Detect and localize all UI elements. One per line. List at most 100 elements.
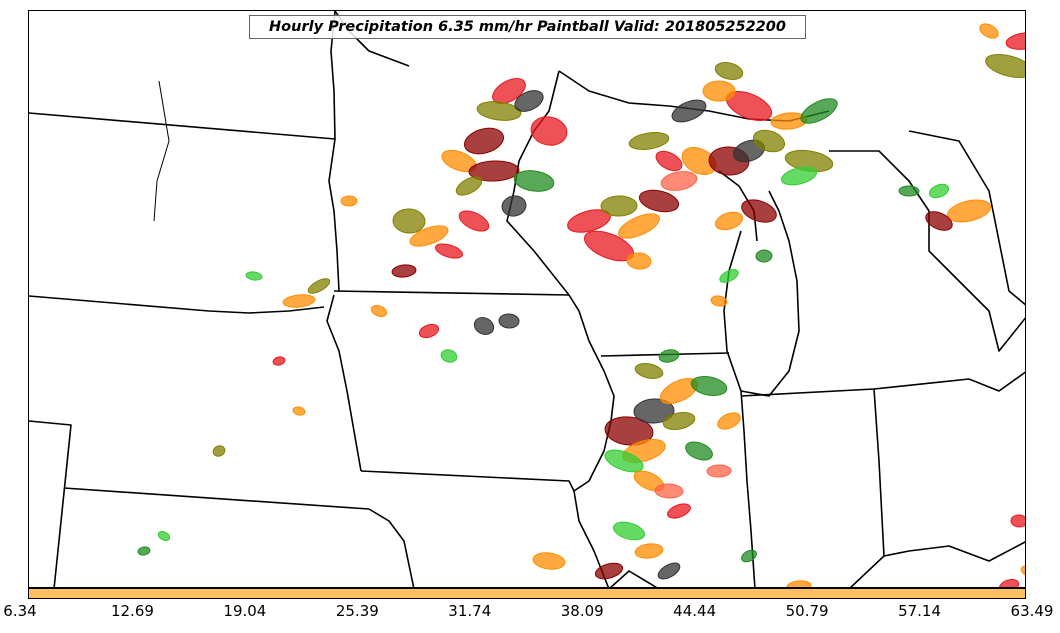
precip-blob [292,406,306,416]
precip-blob [786,580,812,587]
ks-mo-border [368,508,415,587]
map-title-text: Hourly Precipitation 6.35 mm/hr Paintbal… [269,19,786,35]
precip-blob [655,150,683,172]
in-oh-border [849,388,885,587]
precip-blob [476,101,522,121]
precip-blob [667,503,691,519]
colorbar-tick-label: 31.74 [448,602,492,620]
precip-blob [501,195,527,217]
map-area [28,10,1026,588]
precip-blob [157,531,171,541]
precip-blob [463,127,505,155]
mo-il-south [610,570,658,587]
precip-blob [706,464,732,478]
precip-blob [514,90,544,112]
precip-blob [780,166,818,186]
precip-blob [898,185,920,197]
lake-huron [829,150,1025,352]
precip-blob [633,398,675,424]
precip-blob [498,313,520,329]
precip-blob [600,195,638,217]
map-canvas [29,11,1025,587]
precip-blob [212,445,226,457]
precip-blob [800,98,838,124]
precip-blob [638,189,680,213]
mn-ia-border [333,290,570,296]
mi-south-border [740,378,970,397]
precip-blob [370,304,388,318]
precip-blob [532,552,566,570]
precip-blob [137,546,151,556]
co-border [29,420,72,587]
precip-blob [714,211,744,231]
nd-sd-border [29,112,336,140]
precip-blob [925,211,953,231]
precip-blob [272,356,286,366]
precip-blob [458,210,490,232]
precip-blob [741,549,757,563]
precip-blob [741,199,777,223]
precip-blob [755,249,773,263]
colorbar-tick-label: 44.44 [673,602,717,620]
colorbar [28,588,1026,599]
colorbar-tick-label: 63.49 [1010,602,1054,620]
precip-blob [340,195,358,207]
precip-blob [612,521,646,541]
precip-blob [1020,565,1025,577]
colorbar-tick-label: 57.14 [898,602,942,620]
precip-blob [690,376,728,396]
precip-blob [634,363,664,379]
mississippi-river [568,294,615,587]
precip-blob [634,543,664,559]
precip-blob [662,411,696,431]
precip-blob [714,62,744,80]
ia-mo-border [360,470,575,492]
ia-west-border [326,294,362,472]
precip-blob [440,349,458,363]
precip-blob [979,23,999,39]
precip-blob [282,294,316,308]
precip-blob [604,449,644,473]
precip-blob [998,578,1020,587]
precip-blob [985,54,1025,78]
precip-blob [492,78,526,104]
canada-border [908,130,1025,306]
colorbar-tick-label: 19.04 [223,602,267,620]
precip-blob [455,176,483,196]
mn-west-border [328,11,340,292]
colorbar-tick-label: 12.69 [110,602,154,620]
colorbar-tick-label: 50.79 [785,602,829,620]
precip-blob [710,295,728,307]
precip-blob [685,441,713,461]
precip-blob [658,349,680,363]
precip-blob [473,317,495,335]
precip-blob [594,562,624,580]
precip-blob [657,562,681,580]
precip-blob [513,170,555,192]
ne-ks-border [63,487,370,510]
precip-blob [1005,32,1025,50]
precip-blob [468,160,520,182]
precip-blob [418,323,440,339]
precip-blob [717,412,741,430]
colorbar-tick-label: 6.34 [3,602,37,620]
precip-blob [434,243,464,259]
sd-ne-border [29,295,325,314]
lake-erie [968,371,1025,392]
precip-blob [660,171,698,191]
precip-blob [392,208,426,234]
colorbar-tick-label: 38.09 [560,602,604,620]
precip-blob [928,183,950,199]
precip-blob [618,213,660,239]
precip-blob [391,264,417,278]
precip-blob [409,225,449,247]
precip-blob [1010,514,1025,528]
precip-blob [946,199,992,223]
map-title: Hourly Precipitation 6.35 mm/hr Paintbal… [249,15,806,39]
precip-blob [671,99,707,123]
precip-blob [752,129,786,153]
precipitation-blobs [137,23,1025,587]
precip-blob [245,271,263,281]
precip-blob [719,269,739,283]
precip-blob [604,416,654,446]
